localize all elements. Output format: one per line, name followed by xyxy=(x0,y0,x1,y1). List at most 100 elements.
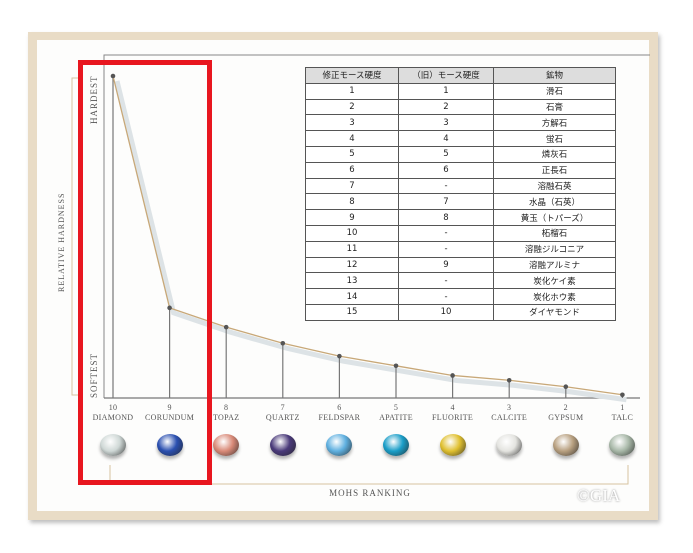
table-cell: 溶融ジルコニア xyxy=(493,240,616,258)
table-cell: 3 xyxy=(305,114,399,132)
table-cell: 13 xyxy=(305,272,399,290)
table-cell: 3 xyxy=(398,114,494,132)
x-tick-label: 2 GYPSUM xyxy=(536,403,596,423)
mineral-label: FELDSPAR xyxy=(318,413,361,422)
x-bracket xyxy=(109,465,629,485)
table-row: 2 2 石膏 xyxy=(305,98,616,116)
table-row: 5 5 燐灰石 xyxy=(305,145,616,163)
table-cell: 9 xyxy=(398,256,494,274)
mineral-label: DIAMOND xyxy=(92,413,134,422)
rank-label: 1 xyxy=(620,403,625,412)
rank-label: 4 xyxy=(450,403,455,412)
table-cell: - xyxy=(398,272,494,290)
mineral-label: TALC xyxy=(611,413,634,422)
gem-quartz-image xyxy=(269,434,296,456)
table-cell: 石膏 xyxy=(493,98,616,116)
hardness-line xyxy=(112,75,623,396)
table-cell: 6 xyxy=(305,161,399,179)
table-cell: ダイヤモンド xyxy=(493,303,616,321)
table-cell: 8 xyxy=(305,193,399,211)
table-cell: 滑石 xyxy=(493,82,616,100)
table-cell: 水晶（石英） xyxy=(493,193,616,211)
table-cell: 14 xyxy=(305,288,399,305)
point-topaz xyxy=(223,324,229,330)
mineral-label: APATITE xyxy=(379,413,413,422)
x-tick-label: 8 TOPAZ xyxy=(196,403,256,423)
table-row: 8 7 水晶（石英） xyxy=(305,193,616,211)
table-row: 11- 溶融ジルコニア xyxy=(305,240,616,258)
table-row: 7- 溶融石英 xyxy=(305,177,616,195)
rank-label: 8 xyxy=(224,403,229,412)
point-feldspar xyxy=(337,353,342,359)
table-cell: - xyxy=(398,240,494,258)
mineral-label: QUARTZ xyxy=(265,413,300,422)
plot-border xyxy=(103,54,650,398)
table-row: 10- 柘榴石 xyxy=(305,224,616,242)
table-cell: 柘榴石 xyxy=(493,224,616,242)
table-cell: 10 xyxy=(398,303,494,321)
x-tick-label: 1 TALC xyxy=(592,403,652,423)
table-cell: 正長石 xyxy=(493,161,616,179)
point-apatite xyxy=(393,363,399,369)
table-cell: 溶融アルミナ xyxy=(493,256,616,274)
gem-apatite-image xyxy=(383,434,409,456)
table-cell: 1 xyxy=(305,82,399,100)
table-cell: 溶融石英 xyxy=(493,177,616,195)
gem-diamond-image xyxy=(100,434,126,456)
table-cell: 6 xyxy=(398,161,494,179)
table-row: 4 4 蛍石 xyxy=(305,130,616,147)
gem-topaz-image xyxy=(213,434,240,456)
point-talc xyxy=(620,392,625,398)
table-cell: 5 xyxy=(305,145,399,163)
x-axis-title: MOHS RANKING xyxy=(300,488,440,498)
rank-label: 5 xyxy=(393,403,399,412)
table-cell: 燐灰石 xyxy=(493,145,616,163)
gem-talc-image xyxy=(609,434,636,456)
gem-gypsum-image xyxy=(552,434,579,456)
watermark: ©GIA xyxy=(577,486,621,505)
table-row: 6 6 正長石 xyxy=(305,161,616,179)
x-tick-label: 3 CALCITE xyxy=(479,403,539,423)
table-cell: 15 xyxy=(305,303,399,321)
rank-label: 9 xyxy=(167,403,172,412)
table-cell: 12 xyxy=(305,256,399,274)
table-cell: - xyxy=(398,177,494,195)
x-tick-label: 9 CORUNDUM xyxy=(140,403,200,423)
point-diamond xyxy=(110,73,116,79)
gem-corundum-image xyxy=(156,434,183,456)
table-cell: 1 xyxy=(398,82,494,100)
point-corundum xyxy=(167,305,172,311)
table-cell: 黄玉（トパーズ） xyxy=(493,209,616,226)
mineral-label: FLUORITE xyxy=(432,413,474,422)
y-bracket xyxy=(71,77,80,396)
x-tick-label: 4 FLUORITE xyxy=(423,403,483,423)
table-row: 13- 炭化ケイ素 xyxy=(305,272,616,290)
table-cell: 8 xyxy=(398,209,494,226)
table-cell: 方解石 xyxy=(493,114,616,132)
table-row: 1 1 滑石 xyxy=(305,82,616,100)
rank-label: 6 xyxy=(337,403,342,412)
table-cell: 7 xyxy=(398,193,494,211)
point-gypsum xyxy=(563,384,569,390)
gem-calcite-image xyxy=(496,434,523,456)
x-tick-label: 6 FELDSPAR xyxy=(309,403,369,423)
hardness-table: 修正モース硬度 （旧）モース硬度 鉱物 1 1 滑石 2 2 石膏 3 3 方解石 4 4 蛍石 5 5 燐… xyxy=(305,67,616,321)
table-row: 3 3 方解石 xyxy=(305,114,616,132)
highlight-box xyxy=(78,60,212,485)
table-cell: - xyxy=(398,288,494,305)
table-header: （旧）モース硬度 xyxy=(398,67,494,84)
x-tick-label: 5 APATITE xyxy=(366,403,426,423)
table-cell: 蛍石 xyxy=(493,130,616,147)
point-quartz xyxy=(280,340,286,346)
table-row: 9 8 黄玉（トパーズ） xyxy=(305,209,616,226)
table-cell: 2 xyxy=(305,98,399,116)
table-cell: 4 xyxy=(305,130,399,147)
mineral-label: GYPSUM xyxy=(548,413,584,422)
table-cell: 4 xyxy=(398,130,494,147)
y-axis-title: RELATIVE HARDNESS xyxy=(57,192,66,292)
table-cell: 9 xyxy=(305,209,399,226)
table-cell: 2 xyxy=(398,98,494,116)
rank-label: 10 xyxy=(108,403,118,412)
table-row: 14- 炭化ホウ素 xyxy=(305,288,616,305)
